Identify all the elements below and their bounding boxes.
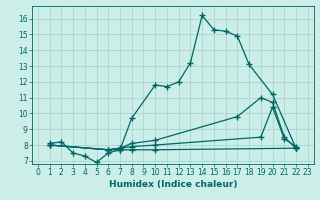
- X-axis label: Humidex (Indice chaleur): Humidex (Indice chaleur): [108, 180, 237, 189]
